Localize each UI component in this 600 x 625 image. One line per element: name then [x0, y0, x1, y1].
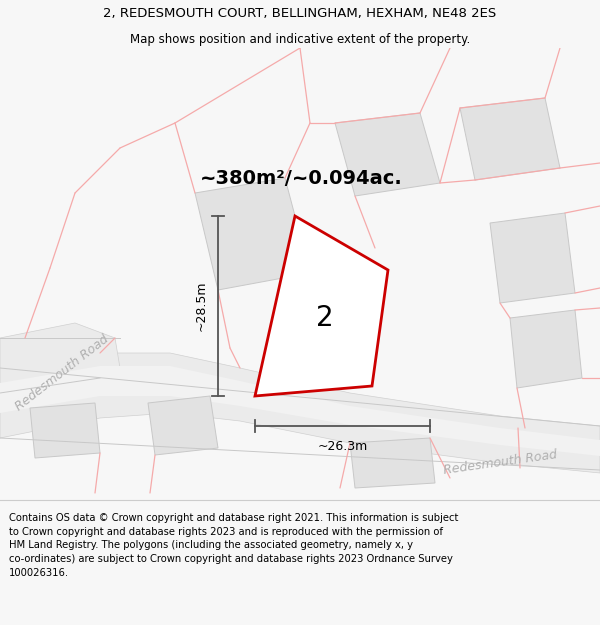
Polygon shape	[0, 323, 120, 393]
Polygon shape	[148, 396, 218, 455]
Polygon shape	[255, 216, 388, 396]
Text: ~28.5m: ~28.5m	[195, 281, 208, 331]
Text: Redesmouth Road: Redesmouth Road	[13, 332, 111, 413]
Text: 2, REDESMOUTH COURT, BELLINGHAM, HEXHAM, NE48 2ES: 2, REDESMOUTH COURT, BELLINGHAM, HEXHAM,…	[103, 7, 497, 20]
Text: ~26.3m: ~26.3m	[317, 440, 368, 453]
Text: ~380m²/~0.094ac.: ~380m²/~0.094ac.	[200, 169, 403, 187]
Text: Contains OS data © Crown copyright and database right 2021. This information is : Contains OS data © Crown copyright and d…	[9, 513, 458, 578]
Polygon shape	[350, 438, 435, 488]
Polygon shape	[0, 353, 600, 473]
Text: Map shows position and indicative extent of the property.: Map shows position and indicative extent…	[130, 33, 470, 46]
Polygon shape	[510, 310, 582, 388]
Polygon shape	[30, 403, 100, 458]
Polygon shape	[490, 213, 575, 303]
Polygon shape	[195, 178, 310, 290]
Polygon shape	[0, 366, 600, 456]
Polygon shape	[335, 113, 440, 196]
Polygon shape	[460, 98, 560, 180]
Text: Redesmouth Road: Redesmouth Road	[442, 449, 557, 478]
Text: 2: 2	[316, 304, 334, 332]
